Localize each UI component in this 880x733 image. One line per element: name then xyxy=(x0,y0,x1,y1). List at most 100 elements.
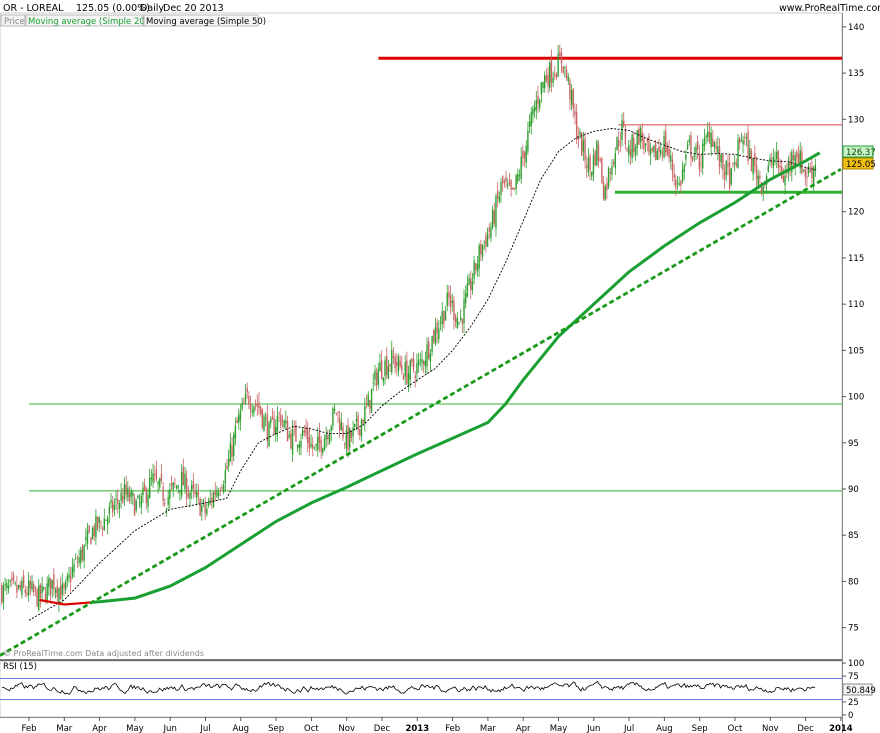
candle-body xyxy=(596,141,598,166)
candle-body xyxy=(1,585,3,603)
candle-body xyxy=(575,112,578,140)
candle-body xyxy=(446,292,448,306)
candle-body xyxy=(369,400,371,409)
price-badge-box xyxy=(842,157,874,170)
candle-body xyxy=(249,403,252,410)
candle-body xyxy=(19,585,21,590)
candle-body xyxy=(44,593,47,602)
candle-body xyxy=(105,519,107,521)
candle-body xyxy=(182,466,185,486)
candle-body xyxy=(481,244,484,257)
candle-body xyxy=(676,182,679,184)
candle-body xyxy=(392,355,395,358)
candle-body xyxy=(224,470,227,484)
candle-body xyxy=(194,491,196,494)
candle-body xyxy=(184,473,186,490)
candle-body xyxy=(560,52,563,64)
candle-body xyxy=(380,360,383,378)
candle-body xyxy=(63,584,65,589)
candle-body xyxy=(628,144,630,155)
candle-body xyxy=(616,136,618,150)
candle-body xyxy=(342,426,344,438)
candle-body xyxy=(444,311,447,321)
candle-body xyxy=(597,144,600,162)
candle-body xyxy=(491,209,494,228)
candle-body xyxy=(730,168,732,185)
price-tick-label: 135 xyxy=(848,69,864,79)
ma200-badge: 126.37 xyxy=(842,145,876,158)
candle-body xyxy=(384,360,386,376)
candle-body xyxy=(665,131,667,153)
time-tick-label: Jul xyxy=(623,724,634,733)
candle-body xyxy=(238,414,240,423)
candle-body xyxy=(517,174,519,182)
candle-body xyxy=(752,158,754,175)
candle-body xyxy=(293,427,295,429)
candle-body xyxy=(280,415,282,426)
candle-body xyxy=(397,356,400,372)
candle-body xyxy=(582,140,585,152)
candle-body xyxy=(374,370,376,380)
candle-body xyxy=(769,158,771,163)
candle-body xyxy=(175,485,178,489)
candle-body xyxy=(448,292,450,298)
candle-body xyxy=(317,436,319,451)
price-tick-label: 140 xyxy=(848,23,864,33)
candle-body xyxy=(496,190,499,199)
candle-body xyxy=(654,142,657,160)
candle-body xyxy=(147,494,149,507)
candle-body xyxy=(113,504,116,510)
candle-body xyxy=(127,488,129,498)
candle-body xyxy=(227,458,230,467)
candle-body xyxy=(580,132,583,156)
candle-body xyxy=(538,99,541,108)
date-label: Dec 20 2013 xyxy=(163,3,224,14)
candle-body xyxy=(73,564,75,572)
candle-body xyxy=(814,165,817,169)
candle-body xyxy=(488,227,490,232)
candle-body xyxy=(110,499,112,503)
candle-body xyxy=(723,171,726,179)
legend-tab-ma200[interactable] xyxy=(25,14,144,27)
time-tick-label: May xyxy=(126,724,144,733)
candle-body xyxy=(673,173,675,178)
candle-body xyxy=(668,148,670,158)
candle-body xyxy=(646,139,648,142)
candle-body xyxy=(333,408,336,411)
candle-body xyxy=(212,492,215,507)
candle-body xyxy=(414,375,416,378)
legend-tab-ma50[interactable] xyxy=(143,14,259,27)
legend-ma200: Moving average (Simple 200) xyxy=(28,17,154,27)
candle-body xyxy=(624,128,627,145)
candle-body xyxy=(809,170,812,172)
price-tick-label: 95 xyxy=(848,439,859,449)
candle-body xyxy=(142,487,144,496)
candle-body xyxy=(614,153,617,169)
rsi-tick-label: 25 xyxy=(848,698,859,708)
candle-body xyxy=(611,166,613,175)
candle-body xyxy=(185,477,188,499)
candle-body xyxy=(619,141,622,143)
candle-body xyxy=(549,62,551,88)
candle-body xyxy=(325,434,327,440)
time-tick-label: Apr xyxy=(516,724,531,733)
candle-body xyxy=(222,484,225,493)
candle-body xyxy=(204,502,206,513)
candle-body xyxy=(461,318,464,324)
candle-body xyxy=(209,499,211,500)
candle-body xyxy=(296,444,299,448)
candle-body xyxy=(454,316,457,323)
time-tick-label: Feb xyxy=(21,724,36,733)
candle-body xyxy=(75,558,77,559)
candle-body xyxy=(574,111,576,115)
legend-tab-price[interactable] xyxy=(0,14,26,27)
candle-body xyxy=(22,575,25,587)
candle-body xyxy=(187,494,190,496)
candle-body xyxy=(498,196,501,202)
candlesticks xyxy=(1,44,817,613)
candle-body xyxy=(192,481,195,489)
price-badge-value: 125.05 xyxy=(846,160,876,170)
candle-body xyxy=(754,153,756,166)
candle-body xyxy=(391,349,393,373)
